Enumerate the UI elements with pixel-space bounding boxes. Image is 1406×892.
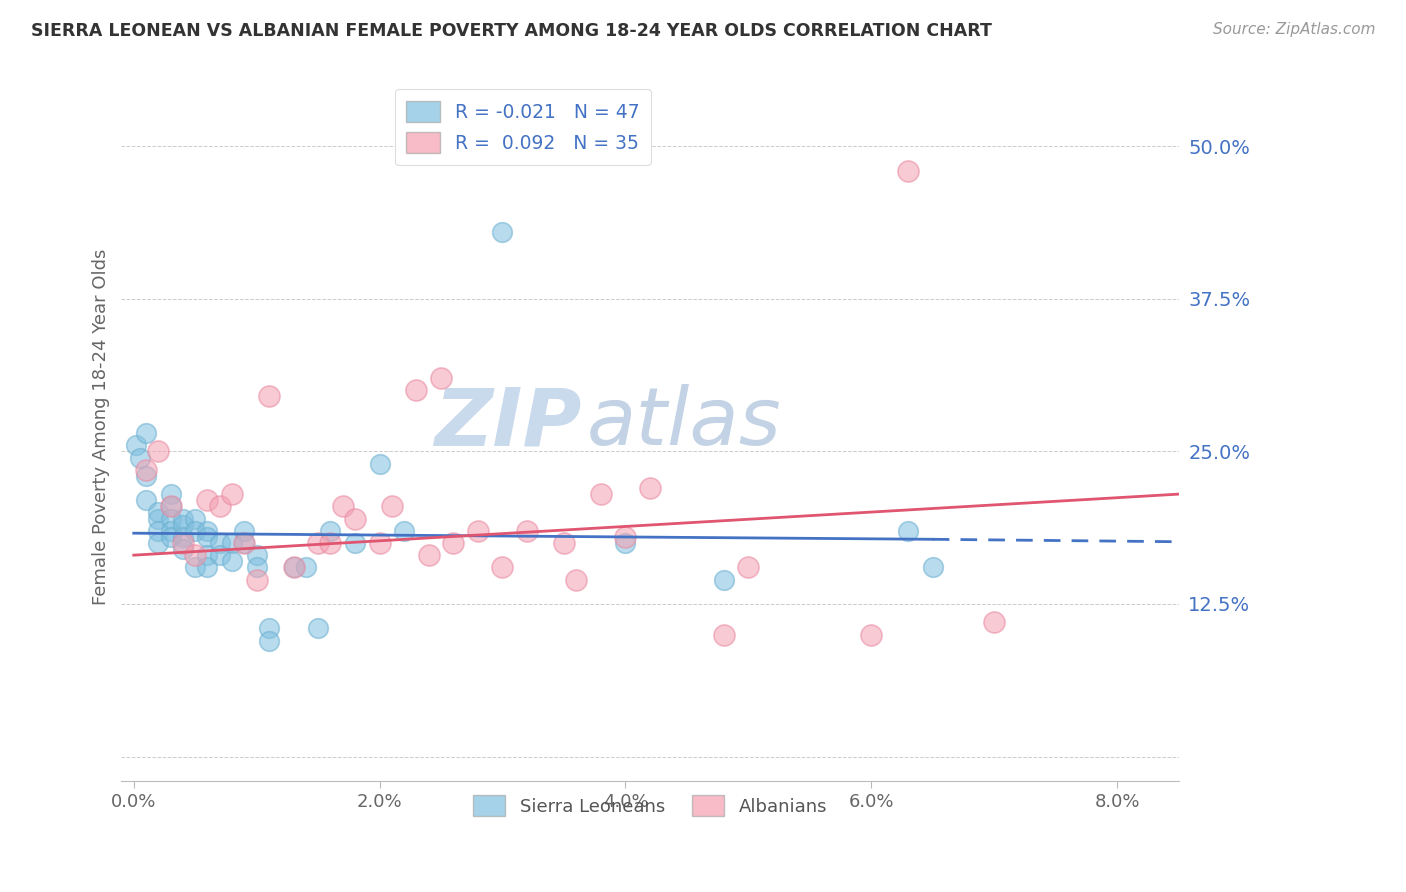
Point [135, 426, 157, 441]
Point [208, 500, 231, 514]
Point [148, 536, 170, 550]
Point [516, 524, 538, 538]
Point [713, 627, 735, 641]
Point [983, 615, 1005, 630]
Point [172, 536, 194, 550]
Point [897, 163, 920, 178]
Point [405, 384, 427, 398]
Point [184, 524, 207, 538]
Point [148, 444, 170, 458]
Point [589, 487, 612, 501]
Point [135, 493, 157, 508]
Point [172, 511, 194, 525]
Point [125, 438, 148, 452]
Text: SIERRA LEONEAN VS ALBANIAN FEMALE POVERTY AMONG 18-24 YEAR OLDS CORRELATION CHAR: SIERRA LEONEAN VS ALBANIAN FEMALE POVERT… [31, 22, 991, 40]
Point [921, 560, 943, 574]
Legend: Sierra Leoneans, Albanians: Sierra Leoneans, Albanians [464, 786, 837, 825]
Text: Source: ZipAtlas.com: Source: ZipAtlas.com [1212, 22, 1375, 37]
Point [233, 536, 256, 550]
Point [332, 500, 354, 514]
Point [283, 560, 305, 574]
Point [148, 505, 170, 519]
Point [208, 548, 231, 562]
Point [553, 536, 575, 550]
Point [418, 548, 440, 562]
Point [441, 536, 464, 550]
Point [197, 560, 219, 574]
Point [319, 536, 342, 550]
Point [221, 536, 243, 550]
Point [392, 524, 415, 538]
Point [257, 633, 280, 648]
Point [148, 524, 170, 538]
Point [283, 560, 305, 574]
Point [713, 573, 735, 587]
Point [246, 573, 269, 587]
Point [197, 493, 219, 508]
Point [565, 573, 588, 587]
Point [197, 524, 219, 538]
Point [159, 500, 181, 514]
Point [159, 524, 181, 538]
Y-axis label: Female Poverty Among 18-24 Year Olds: Female Poverty Among 18-24 Year Olds [93, 249, 110, 605]
Point [184, 548, 207, 562]
Point [135, 468, 157, 483]
Point [233, 536, 256, 550]
Point [307, 621, 329, 635]
Point [221, 487, 243, 501]
Point [257, 389, 280, 403]
Point [491, 225, 513, 239]
Point [368, 457, 391, 471]
Point [208, 536, 231, 550]
Point [430, 371, 453, 385]
Point [184, 511, 207, 525]
Point [233, 524, 256, 538]
Point [172, 530, 194, 544]
Text: atlas: atlas [586, 384, 782, 462]
Point [184, 560, 207, 574]
Point [638, 481, 661, 495]
Point [295, 560, 318, 574]
Point [343, 511, 366, 525]
Point [221, 554, 243, 568]
Point [159, 500, 181, 514]
Point [159, 530, 181, 544]
Point [135, 463, 157, 477]
Point [897, 524, 920, 538]
Point [614, 530, 637, 544]
Point [343, 536, 366, 550]
Point [737, 560, 759, 574]
Point [467, 524, 489, 538]
Point [197, 530, 219, 544]
Point [246, 548, 269, 562]
Point [128, 450, 150, 465]
Text: ZIP: ZIP [434, 384, 581, 462]
Point [159, 511, 181, 525]
Point [319, 524, 342, 538]
Point [307, 536, 329, 550]
Point [491, 560, 513, 574]
Point [860, 627, 883, 641]
Point [172, 542, 194, 557]
Point [159, 487, 181, 501]
Point [381, 500, 404, 514]
Point [257, 621, 280, 635]
Point [148, 511, 170, 525]
Point [172, 517, 194, 532]
Point [368, 536, 391, 550]
Point [197, 548, 219, 562]
Point [614, 536, 637, 550]
Point [246, 560, 269, 574]
